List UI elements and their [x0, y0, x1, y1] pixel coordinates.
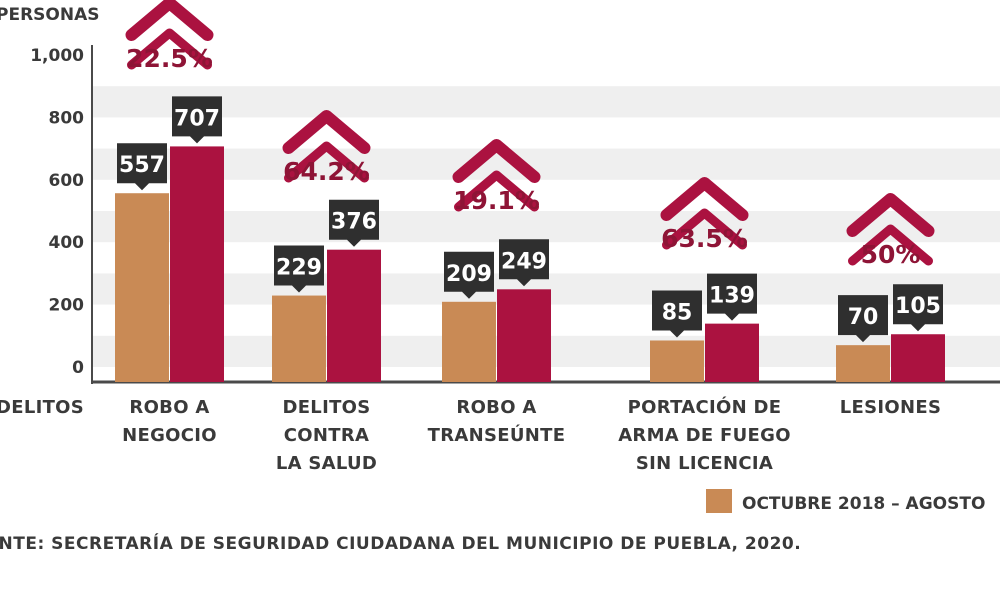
- data-label: 85: [662, 300, 693, 325]
- data-label-box: [707, 273, 757, 321]
- data-label-box: [499, 239, 549, 287]
- increase-chevron-icon: [452, 139, 541, 183]
- category-label: SIN LICENCIA: [636, 453, 773, 474]
- category-label: ROBO A: [456, 397, 536, 418]
- percent-annotation: 19.1%: [453, 186, 540, 215]
- bars-layer: [115, 146, 945, 382]
- data-label-box: [117, 143, 167, 191]
- data-label: 105: [895, 294, 941, 319]
- bar-s0-c1: [272, 295, 326, 382]
- x-axis-title: DELITOS: [0, 397, 84, 418]
- legend-label: OCTUBRE 2018 – AGOSTO: [742, 494, 985, 514]
- category-label: DELITOS: [282, 397, 370, 418]
- data-label: 707: [174, 106, 220, 131]
- data-label-box: [652, 290, 702, 338]
- bar-s0-c0: [115, 193, 169, 382]
- increase-chevron-icon: [662, 208, 747, 250]
- bar-s0-c4: [836, 345, 890, 382]
- data-label-box: [274, 245, 324, 293]
- legend-swatch: [706, 489, 732, 513]
- source-note: FUENTE: SECRETARÍA DE SEGURIDAD CIUDADAN…: [0, 532, 801, 554]
- data-label: 229: [276, 256, 322, 281]
- y-tick-label: 200: [49, 296, 85, 316]
- data-label: 139: [709, 284, 755, 309]
- bar-s1-c2: [497, 289, 551, 382]
- percent-annotation: 50%: [861, 240, 921, 269]
- data-label-box: [329, 199, 379, 247]
- data-label: 70: [848, 305, 879, 330]
- y-tick-label: 600: [49, 171, 85, 191]
- bar-s0-c2: [442, 301, 496, 382]
- y-axis-title: PERSONAS: [0, 5, 100, 25]
- data-label-box: [172, 96, 222, 144]
- increase-chevron-icon: [284, 141, 369, 183]
- percent-annotation: 63.5%: [661, 224, 748, 253]
- increase-chevron-icon: [127, 28, 212, 70]
- increase-chevron-icon: [846, 193, 935, 237]
- category-label: CONTRA: [284, 425, 369, 446]
- category-label: ARMA DE FUEGO: [618, 425, 791, 446]
- y-tick-label: 1,000: [30, 46, 84, 66]
- category-label: LESIONES: [840, 397, 941, 418]
- data-label: 376: [331, 210, 377, 235]
- category-label: LA SALUD: [276, 453, 377, 474]
- increase-chevron-icon: [454, 170, 539, 212]
- bar-s1-c0: [170, 146, 224, 382]
- data-label: 249: [501, 249, 547, 274]
- category-label: PORTACIÓN DE: [628, 396, 782, 418]
- bar-s1-c1: [327, 249, 381, 382]
- increase-chevron-icon: [660, 177, 749, 221]
- percent-annotation: 22.5%: [126, 44, 213, 73]
- increase-chevron-icon: [848, 224, 933, 266]
- bar-s0-c3: [650, 340, 704, 382]
- y-tick-label: 800: [49, 108, 85, 128]
- y-tick-label: 0: [72, 358, 84, 378]
- data-label-box: [444, 251, 494, 299]
- labels-layer: 557 707 22.5% 229 376 64.2% 209 249 19.1% 85 139 63…: [117, 0, 943, 343]
- category-label: NEGOCIO: [122, 425, 217, 446]
- increase-chevron-icon: [125, 0, 214, 41]
- data-label-box: [893, 284, 943, 332]
- increase-chevron-icon: [282, 110, 371, 154]
- grid-band: [92, 86, 1000, 118]
- category-label: ROBO A: [129, 397, 209, 418]
- bar-s1-c4: [891, 334, 945, 382]
- grid-band: [92, 148, 1000, 180]
- data-label-box: [838, 295, 888, 343]
- percent-annotation: 64.2%: [283, 157, 370, 186]
- category-label: TRANSEÚNTE: [428, 424, 566, 446]
- grid-layer: [92, 86, 1000, 367]
- y-tick-label: 400: [49, 233, 85, 253]
- bar-s1-c3: [705, 323, 759, 382]
- data-label: 209: [446, 262, 492, 287]
- data-label: 557: [119, 153, 165, 178]
